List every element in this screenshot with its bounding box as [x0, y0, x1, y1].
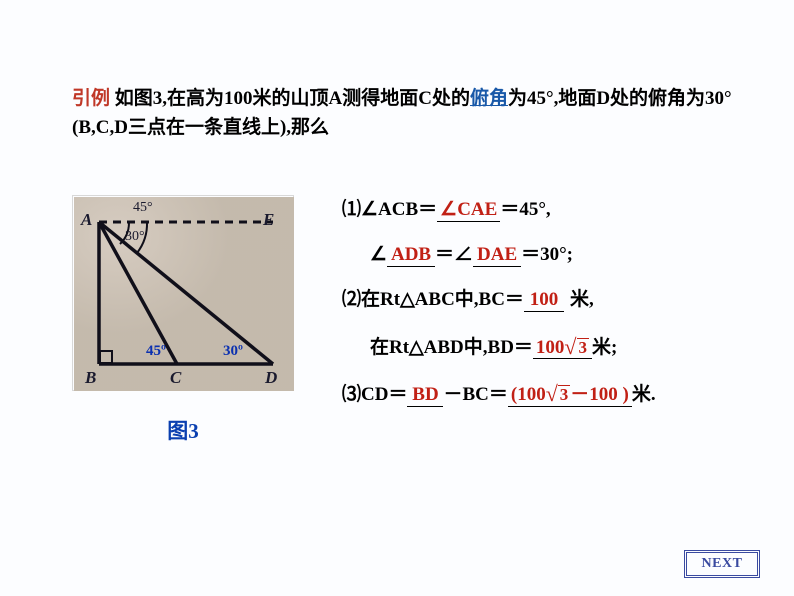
- vertex-e: E: [263, 210, 274, 230]
- blank-100sqrt3: 100√3: [533, 334, 592, 360]
- bottom-angle-30: 30º: [223, 343, 243, 360]
- vertex-b: B: [85, 368, 96, 388]
- vertex-c: C: [170, 368, 181, 388]
- answer-line-4: 在Rt△ABD中,BD＝100√3米;: [342, 334, 734, 360]
- top-angle-45: 45°: [133, 200, 153, 216]
- blank-bd: BD: [407, 385, 443, 407]
- blank-result: (100√3－100 ): [508, 381, 632, 407]
- next-button[interactable]: NEXT: [684, 550, 760, 578]
- next-label: NEXT: [702, 556, 743, 572]
- answer-line-1: ⑴∠ACB＝∠CAE＝45°,: [342, 199, 734, 222]
- blank-cae: ∠CAE: [437, 200, 500, 222]
- geometry-diagram: A E B C D 45° 30° 45º 30º: [72, 195, 294, 391]
- answers-block: ⑴∠ACB＝∠CAE＝45°, ∠ADB＝∠DAE＝30°; ⑵在Rt△ABC中…: [342, 195, 734, 445]
- top-angle-30: 30°: [125, 229, 145, 245]
- answer-line-2: ∠ADB＝∠DAE＝30°;: [342, 244, 734, 267]
- blank-adb: ADB: [387, 245, 435, 267]
- lead-label: 引例: [72, 88, 110, 109]
- answer-line-5: ⑶ CD＝BD－BC＝(100√3－100 )米.: [342, 381, 734, 407]
- link-term[interactable]: 俯角: [470, 88, 508, 109]
- blank-100: 100: [524, 290, 564, 312]
- answer-line-3: ⑵在Rt△ABC中,BC＝100米,: [342, 289, 734, 312]
- vertex-a: A: [81, 210, 92, 230]
- blank-dae: DAE: [473, 245, 521, 267]
- vertex-d: D: [265, 368, 277, 388]
- figure-label: 图3: [167, 415, 199, 445]
- problem-text: 引例 如图3,在高为100米的山顶A测得地面C处的俯角为45°,地面D处的俯角为…: [72, 84, 734, 143]
- bottom-angle-45: 45º: [146, 343, 166, 360]
- diagram-svg: [73, 196, 295, 392]
